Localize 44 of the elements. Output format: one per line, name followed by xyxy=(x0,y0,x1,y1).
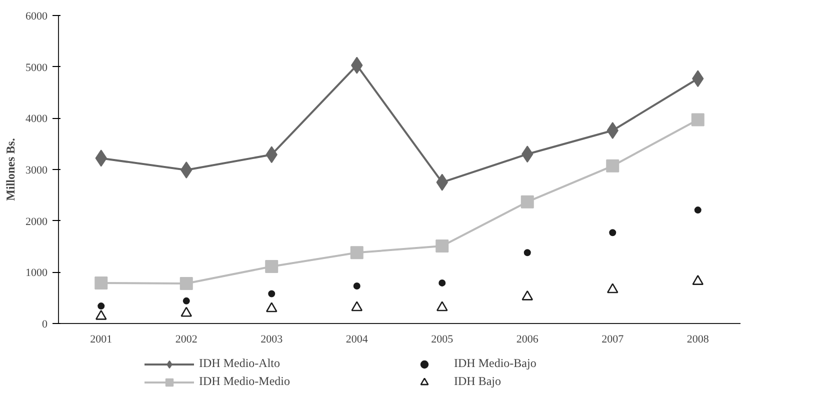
point xyxy=(694,206,702,214)
point xyxy=(180,306,192,317)
point xyxy=(692,274,704,285)
point xyxy=(522,290,534,300)
point xyxy=(182,297,190,304)
x-tick-label: 2008 xyxy=(686,334,710,346)
x-tick-label: 2003 xyxy=(260,334,284,346)
point xyxy=(606,159,620,172)
point xyxy=(265,260,278,274)
x-tick-label: 2005 xyxy=(431,334,454,346)
legend-label: IDH Bajo xyxy=(454,373,502,390)
point xyxy=(98,302,105,310)
point xyxy=(266,302,278,312)
y-tick-label: 1000 xyxy=(26,267,48,280)
point xyxy=(350,246,364,260)
point xyxy=(268,290,276,298)
x-tick-label: 2006 xyxy=(516,334,539,346)
point xyxy=(353,282,360,290)
legend-label: IDH Medio-Medio xyxy=(199,373,291,390)
point xyxy=(436,239,449,252)
y-axis-title: Millones Bs. xyxy=(4,138,18,201)
y-tick-label: 5000 xyxy=(26,62,48,74)
y-tick-label: 4000 xyxy=(26,113,48,126)
point xyxy=(438,279,446,286)
y-tick-label: 3000 xyxy=(26,164,48,176)
point xyxy=(606,283,618,294)
legend-label: IDH Medio-Bajo xyxy=(454,355,538,372)
point xyxy=(524,249,531,256)
legend-label: IDH Medio-Alto xyxy=(199,355,281,372)
point xyxy=(436,301,448,312)
point xyxy=(180,276,193,290)
point xyxy=(520,195,534,208)
x-tick-label: 2001 xyxy=(90,334,112,346)
point xyxy=(609,229,616,236)
point xyxy=(94,276,108,290)
point xyxy=(691,113,704,126)
x-tick-label: 2004 xyxy=(346,334,368,346)
y-tick-label: 6000 xyxy=(26,10,48,22)
x-tick-label: 2007 xyxy=(602,334,624,346)
point xyxy=(351,301,363,312)
x-tick-label: 2002 xyxy=(175,334,198,346)
y-tick-label: 2000 xyxy=(26,216,48,228)
point xyxy=(95,310,107,320)
y-tick-label: 0 xyxy=(42,318,48,330)
